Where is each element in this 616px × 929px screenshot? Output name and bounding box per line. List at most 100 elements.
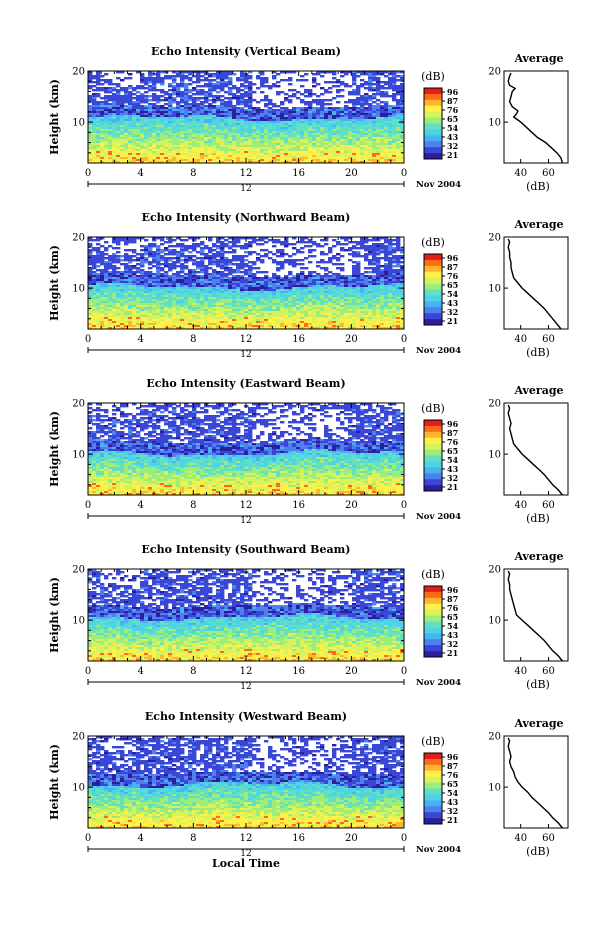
colorbar-tick-label: 96 [447, 585, 459, 595]
x-tick-label: 0 [401, 168, 407, 179]
x-tick-label: 8 [190, 500, 196, 511]
average-profile-line [507, 238, 562, 330]
average-y-tick-label: 10 [488, 616, 501, 627]
x-tick-label: 20 [345, 666, 358, 677]
average-profile-line [507, 404, 563, 496]
beam-panel-4: Echo Intensity (Southward Beam) 10 20 Heigh… [48, 543, 569, 692]
colorbar-tick-label: 54 [447, 621, 459, 631]
average-x-tick-label: 40 [514, 168, 527, 179]
average-profile: Average 10 20 40 60(dB) [488, 717, 569, 858]
average-x-axis-label: (dB) [526, 346, 550, 359]
average-x-tick-label: 60 [542, 833, 555, 844]
x-tick-label: 8 [190, 334, 196, 345]
average-profile: Average 10 20 40 60(dB) [488, 384, 569, 525]
average-y-tick-label: 10 [488, 284, 501, 295]
x-tick-label: 4 [137, 334, 143, 345]
x-tick-label: 0 [85, 500, 91, 511]
colorbar-tick-label: 32 [447, 639, 458, 649]
average-x-tick-label: 60 [542, 500, 555, 511]
month-label: Nov 2004 [416, 346, 461, 356]
x-tick-label: 16 [292, 168, 305, 179]
colorbar-tick-label: 96 [447, 87, 459, 97]
average-profile-line [507, 737, 563, 829]
average-x-axis-label: (dB) [526, 180, 550, 193]
y-tick-label: 10 [72, 616, 85, 627]
average-x-axis-label: (dB) [526, 678, 550, 691]
colorbar-tick-label: 32 [447, 473, 458, 483]
colorbar-label: (dB) [421, 568, 445, 581]
average-y-tick-label: 20 [488, 67, 501, 78]
panel-title: Echo Intensity (Northward Beam) [142, 211, 351, 224]
beam-panel-3: Echo Intensity (Eastward Beam) 10 20 Height… [48, 377, 569, 526]
date-label: 12 [240, 350, 251, 360]
x-tick-label: 20 [345, 334, 358, 345]
echo-heatmap [88, 736, 405, 829]
average-title: Average [513, 550, 563, 563]
colorbar-tick-label: 43 [447, 132, 459, 142]
average-x-axis-label: (dB) [526, 845, 550, 858]
x-tick-label: 16 [292, 666, 305, 677]
echo-heatmap [88, 403, 405, 496]
colorbar-tick-label: 96 [447, 419, 459, 429]
echo-heatmap [88, 237, 405, 330]
date-label: 12 [240, 849, 251, 859]
y-tick-label: 10 [72, 450, 85, 461]
colorbar-tick-label: 21 [447, 482, 458, 492]
average-x-tick-label: 60 [542, 168, 555, 179]
panel-title: Echo Intensity (Westward Beam) [145, 710, 347, 723]
x-tick-label: 12 [240, 168, 253, 179]
average-y-tick-label: 20 [488, 233, 501, 244]
x-tick-label: 4 [137, 833, 143, 844]
colorbar-tick-label: 32 [447, 141, 458, 151]
x-tick-label: 12 [240, 833, 253, 844]
month-label: Nov 2004 [416, 180, 461, 190]
colorbar-label: (dB) [421, 735, 445, 748]
x-tick-label: 0 [401, 334, 407, 345]
colorbar-tick-label: 65 [447, 280, 458, 290]
colorbar-tick-label: 65 [447, 446, 458, 456]
beam-panel-5: Echo Intensity (Westward Beam) 10 20 Height… [48, 710, 569, 870]
colorbar-label: (dB) [421, 70, 445, 83]
colorbar-tick-label: 54 [447, 455, 459, 465]
colorbar-tick-label: 87 [447, 594, 458, 604]
y-axis-label: Height (km) [48, 744, 61, 820]
average-profile-line [507, 72, 564, 164]
x-tick-label: 16 [292, 334, 305, 345]
colorbar-tick-label: 21 [447, 316, 458, 326]
colorbar-tick-label: 54 [447, 123, 459, 133]
average-y-tick-label: 20 [488, 399, 501, 410]
colorbar-tick-label: 21 [447, 815, 458, 825]
average-profile: Average 10 20 40 60(dB) [488, 218, 569, 359]
colorbar-tick-label: 32 [447, 307, 458, 317]
x-tick-label: 0 [85, 666, 91, 677]
colorbar-tick-label: 21 [447, 150, 458, 160]
panel-title: Echo Intensity (Southward Beam) [142, 543, 351, 556]
date-label: 12 [240, 516, 251, 526]
average-x-tick-label: 40 [514, 666, 527, 677]
x-tick-label: 4 [137, 666, 143, 677]
echo-heatmap [88, 569, 405, 662]
colorbar-tick-label: 43 [447, 464, 459, 474]
average-y-tick-label: 20 [488, 732, 501, 743]
echo-heatmap [88, 71, 405, 164]
average-y-tick-label: 10 [488, 118, 501, 129]
colorbar-tick-label: 87 [447, 428, 458, 438]
x-tick-label: 8 [190, 168, 196, 179]
average-profile: Average 10 20 40 60(dB) [488, 550, 569, 691]
x-axis-label: Local Time [212, 857, 280, 870]
x-tick-label: 12 [240, 500, 253, 511]
x-tick-label: 0 [85, 334, 91, 345]
month-label: Nov 2004 [416, 845, 461, 855]
average-x-tick-label: 40 [514, 334, 527, 345]
y-axis-label: Height (km) [48, 245, 61, 321]
y-tick-label: 20 [72, 399, 85, 410]
y-axis-label: Height (km) [48, 577, 61, 653]
x-tick-label: 16 [292, 833, 305, 844]
colorbar-tick-label: 32 [447, 806, 458, 816]
y-tick-label: 10 [72, 783, 85, 794]
colorbar-tick-label: 43 [447, 630, 459, 640]
